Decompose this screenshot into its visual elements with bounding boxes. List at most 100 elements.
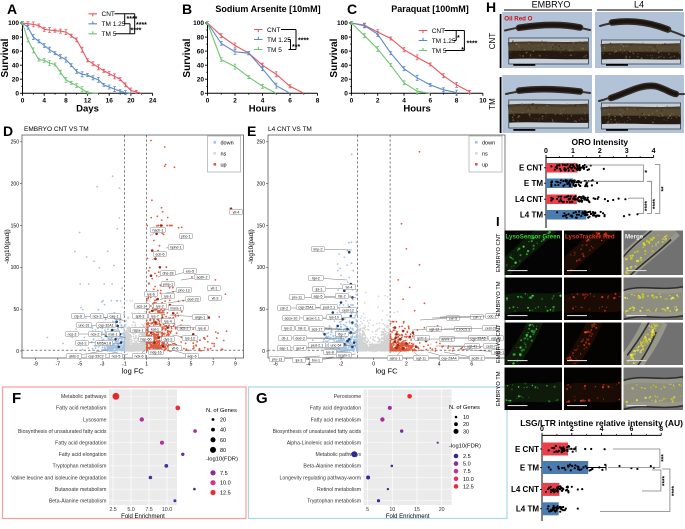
svg-text:40: 40 [341, 62, 349, 69]
svg-text:Hours: Hours [249, 103, 276, 114]
svg-text:C: C [347, 1, 357, 17]
svg-text:ncx-2: ncx-2 [91, 332, 100, 336]
svg-text:cyp-33C2: cyp-33C2 [88, 354, 103, 358]
svg-text:0: 0 [16, 349, 19, 355]
svg-text:TM 5: TM 5 [267, 47, 282, 54]
svg-text:dhs-28: dhs-28 [163, 271, 174, 275]
svg-text:vit-4: vit-4 [233, 210, 240, 214]
svg-text:10: 10 [479, 97, 487, 104]
svg-text:Days: Days [76, 103, 99, 114]
svg-text:sptl-3: sptl-3 [136, 314, 145, 318]
svg-text:100: 100 [11, 265, 20, 271]
svg-text:hsp-60: hsp-60 [141, 337, 152, 341]
svg-text:L4 TM: L4 TM [520, 211, 543, 220]
svg-text:***: *** [292, 44, 300, 51]
svg-text:L4: L4 [634, 0, 644, 10]
svg-text:7: 7 [212, 362, 215, 368]
svg-text:60: 60 [341, 48, 349, 55]
svg-text:-3: -3 [100, 362, 105, 368]
svg-text:lys-4: lys-4 [164, 319, 172, 323]
svg-text:adp-6: adp-6 [187, 354, 196, 358]
svg-text:20: 20 [127, 97, 135, 104]
svg-text:TM: TM [488, 98, 497, 110]
svg-text:*: * [457, 35, 460, 42]
svg-text:-7: -7 [56, 362, 61, 368]
svg-text:lys-7: lys-7 [151, 314, 159, 318]
svg-text:ndg-16: ndg-16 [150, 350, 161, 354]
svg-text:Survival: Survival [0, 38, 11, 77]
svg-text:0: 0 [15, 91, 19, 98]
svg-text:5: 5 [190, 362, 193, 368]
svg-text:100: 100 [337, 20, 348, 27]
svg-text:log FC: log FC [375, 367, 398, 376]
svg-text:****: **** [652, 198, 659, 209]
svg-text:M05A1.8: M05A1.8 [97, 341, 111, 345]
svg-text:A: A [7, 1, 17, 17]
svg-text:L4 CNT VS TM: L4 CNT VS TM [268, 126, 312, 133]
svg-text:****: **** [644, 200, 651, 211]
svg-text:ncx-3: ncx-3 [93, 314, 102, 318]
svg-text:*: * [461, 47, 464, 54]
svg-text:caq-1: caq-1 [110, 314, 119, 318]
svg-text:ndx-6: ndx-6 [135, 354, 144, 358]
svg-text:vit-6: vit-6 [172, 346, 179, 350]
svg-text:150: 150 [11, 223, 20, 229]
svg-text:-log10(padj): -log10(padj) [248, 229, 255, 264]
svg-text:0: 0 [544, 148, 548, 155]
svg-text:20: 20 [12, 76, 20, 83]
svg-text:TM 1.25: TM 1.25 [267, 37, 291, 44]
svg-text:-5: -5 [78, 362, 83, 368]
svg-text:8: 8 [455, 97, 459, 104]
svg-text:L4 CNT: L4 CNT [515, 195, 543, 204]
svg-text:ncs-5: ncs-5 [112, 354, 121, 358]
svg-text:150: 150 [257, 223, 266, 229]
svg-text:ech-6: ech-6 [156, 252, 165, 256]
svg-text:Sodium Arsenite [10mM]: Sodium Arsenite [10mM] [215, 4, 320, 14]
svg-text:24: 24 [149, 97, 157, 104]
svg-text:20: 20 [341, 76, 349, 83]
svg-text:2: 2 [233, 97, 237, 104]
svg-text:lys-10: lys-10 [185, 336, 195, 340]
svg-text:CNT: CNT [432, 28, 445, 35]
svg-text:1: 1 [571, 148, 575, 155]
svg-text:pmp-1: pmp-1 [163, 282, 173, 286]
svg-text:pho-13: pho-13 [178, 288, 189, 292]
svg-text:2: 2 [598, 148, 602, 155]
svg-text:****: **** [131, 27, 142, 34]
svg-text:-2: -2 [339, 362, 344, 368]
svg-text:B: B [182, 1, 192, 17]
svg-text:20: 20 [197, 76, 205, 83]
svg-text:100: 100 [257, 265, 266, 271]
svg-text:abts-2: abts-2 [69, 354, 79, 358]
svg-text:0: 0 [350, 97, 354, 104]
svg-text:log FC: log FC [122, 367, 145, 376]
svg-text:****: **** [467, 40, 478, 47]
svg-text:-9: -9 [33, 362, 38, 368]
svg-text:CNT: CNT [267, 27, 280, 34]
svg-text:60: 60 [12, 48, 20, 55]
svg-text:3: 3 [167, 362, 170, 368]
svg-text:up: up [221, 163, 227, 169]
svg-text:chd-2: chd-2 [78, 341, 87, 345]
svg-text:ncs-3: ncs-3 [68, 332, 77, 336]
svg-text:80: 80 [341, 34, 349, 41]
svg-text:100: 100 [193, 20, 204, 27]
svg-text:-6: -6 [273, 362, 278, 368]
svg-text:*: * [645, 170, 648, 177]
svg-text:250: 250 [257, 140, 266, 146]
svg-text:CNT: CNT [488, 33, 497, 50]
svg-text:lys-6: lys-6 [147, 292, 155, 296]
svg-text:hphd-1: hphd-1 [170, 245, 181, 249]
svg-text:vit-3: vit-3 [212, 296, 219, 300]
svg-text:E TM: E TM [524, 179, 543, 188]
svg-text:8: 8 [64, 97, 68, 104]
svg-text:6: 6 [288, 97, 292, 104]
svg-text:4: 4 [42, 97, 46, 104]
svg-text:TM 1.25: TM 1.25 [102, 21, 126, 28]
svg-text:9: 9 [234, 362, 237, 368]
svg-text:pho-1: pho-1 [181, 234, 190, 238]
svg-text:down: down [221, 141, 234, 147]
svg-text:0: 0 [206, 97, 210, 104]
svg-text:Paraquat [100mM]: Paraquat [100mM] [391, 4, 469, 14]
svg-text:TM 5: TM 5 [102, 31, 117, 38]
